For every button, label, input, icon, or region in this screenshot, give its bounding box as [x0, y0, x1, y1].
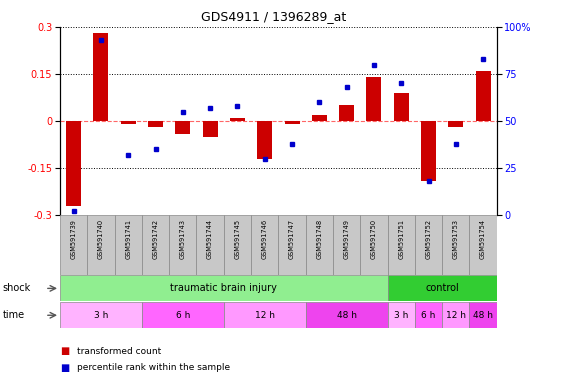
Bar [284, 121, 300, 124]
Bar [148, 121, 163, 127]
Text: GDS4911 / 1396289_at: GDS4911 / 1396289_at [202, 10, 347, 23]
Bar [87, 215, 115, 275]
Text: GSM591744: GSM591744 [207, 219, 213, 259]
Bar [142, 215, 169, 275]
Text: time: time [3, 310, 25, 320]
Bar [224, 215, 251, 275]
Bar [66, 121, 81, 206]
Bar [305, 302, 388, 328]
Text: GSM591746: GSM591746 [262, 219, 268, 259]
Text: ■: ■ [60, 363, 69, 373]
Bar [120, 121, 136, 124]
Text: 6 h: 6 h [176, 311, 190, 320]
Bar [224, 302, 305, 328]
Text: transformed count: transformed count [77, 347, 162, 356]
Text: GSM591740: GSM591740 [98, 219, 104, 259]
Text: GSM591739: GSM591739 [71, 219, 77, 259]
Text: control: control [425, 283, 459, 293]
Bar [469, 302, 497, 328]
Bar [94, 33, 108, 121]
Text: GSM591754: GSM591754 [480, 219, 486, 259]
Text: GSM591751: GSM591751 [398, 219, 404, 259]
Text: GSM591748: GSM591748 [316, 219, 322, 259]
Text: 6 h: 6 h [421, 311, 436, 320]
Bar [388, 302, 415, 328]
Text: 48 h: 48 h [337, 311, 357, 320]
Bar [257, 121, 272, 159]
Bar [279, 215, 305, 275]
Bar [333, 215, 360, 275]
Bar [203, 121, 218, 137]
Text: percentile rank within the sample: percentile rank within the sample [77, 363, 230, 372]
Text: GSM591752: GSM591752 [425, 219, 432, 259]
Bar [415, 215, 442, 275]
Bar [169, 215, 196, 275]
Bar [415, 302, 442, 328]
Bar [421, 121, 436, 180]
Bar [339, 105, 354, 121]
Text: shock: shock [3, 283, 31, 293]
Text: GSM591747: GSM591747 [289, 219, 295, 259]
Text: 12 h: 12 h [255, 311, 275, 320]
Text: traumatic brain injury: traumatic brain injury [170, 283, 277, 293]
Text: GSM591741: GSM591741 [125, 219, 131, 259]
Text: GSM591753: GSM591753 [453, 219, 459, 259]
Bar [469, 215, 497, 275]
Bar [142, 302, 224, 328]
Bar [60, 302, 142, 328]
Bar [394, 93, 409, 121]
Text: 3 h: 3 h [94, 311, 108, 320]
Bar [60, 275, 388, 301]
Bar [305, 215, 333, 275]
Bar [251, 215, 279, 275]
Bar [312, 115, 327, 121]
Text: GSM591750: GSM591750 [371, 219, 377, 259]
Bar [60, 215, 87, 275]
Bar [448, 121, 463, 127]
Bar [442, 302, 469, 328]
Bar [367, 77, 381, 121]
Bar [476, 71, 490, 121]
Bar [360, 215, 388, 275]
Bar [442, 215, 469, 275]
Bar [175, 121, 190, 134]
Text: 3 h: 3 h [394, 311, 408, 320]
Text: 12 h: 12 h [446, 311, 466, 320]
Text: GSM591749: GSM591749 [344, 219, 349, 259]
Text: 48 h: 48 h [473, 311, 493, 320]
Bar [230, 118, 245, 121]
Text: GSM591743: GSM591743 [180, 219, 186, 259]
Bar [115, 215, 142, 275]
Bar [388, 215, 415, 275]
Text: GSM591742: GSM591742 [152, 219, 159, 259]
Bar [388, 275, 497, 301]
Bar [196, 215, 224, 275]
Text: ■: ■ [60, 346, 69, 356]
Text: GSM591745: GSM591745 [235, 219, 240, 259]
